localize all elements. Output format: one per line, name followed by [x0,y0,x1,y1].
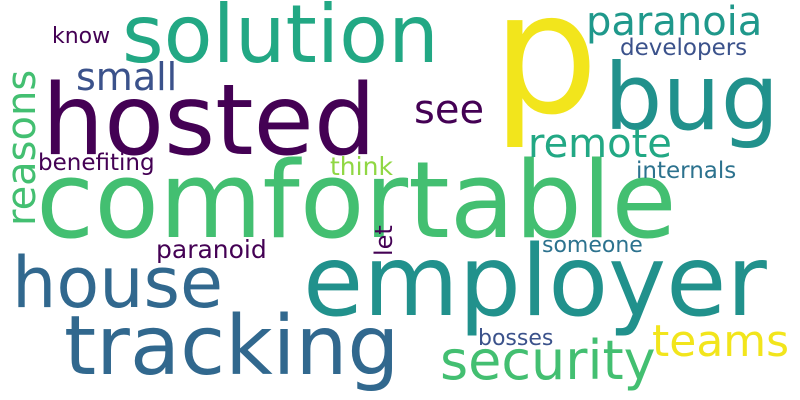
word-remote: remote [528,121,672,167]
word-house: house [12,242,224,324]
word-p: p [492,0,599,152]
word-let: let [370,225,398,256]
word-solution: solution [122,0,439,81]
word-teams: teams [652,316,790,367]
word-hosted: hosted [42,64,377,178]
word-someone: someone [542,233,643,258]
word-think: think [330,152,393,181]
word-paranoia: paranoia [586,0,763,45]
word-employer: employer [303,225,767,339]
word-internals: internals [636,158,737,184]
word-benefiting: benefiting [38,150,155,176]
word-know: know [52,24,111,49]
word-reasons: reasons [0,69,45,226]
word-small: small [76,55,178,99]
word-comfortable: comfortable [36,139,677,262]
word-security: security [440,329,656,392]
word-bug: bug [604,44,780,151]
word-tracking: tracking [64,299,400,394]
word-bosses: bosses [478,326,554,351]
word-paranoid: paranoid [156,235,267,264]
word-see: see [414,87,485,133]
word-developers: developers [620,35,748,61]
